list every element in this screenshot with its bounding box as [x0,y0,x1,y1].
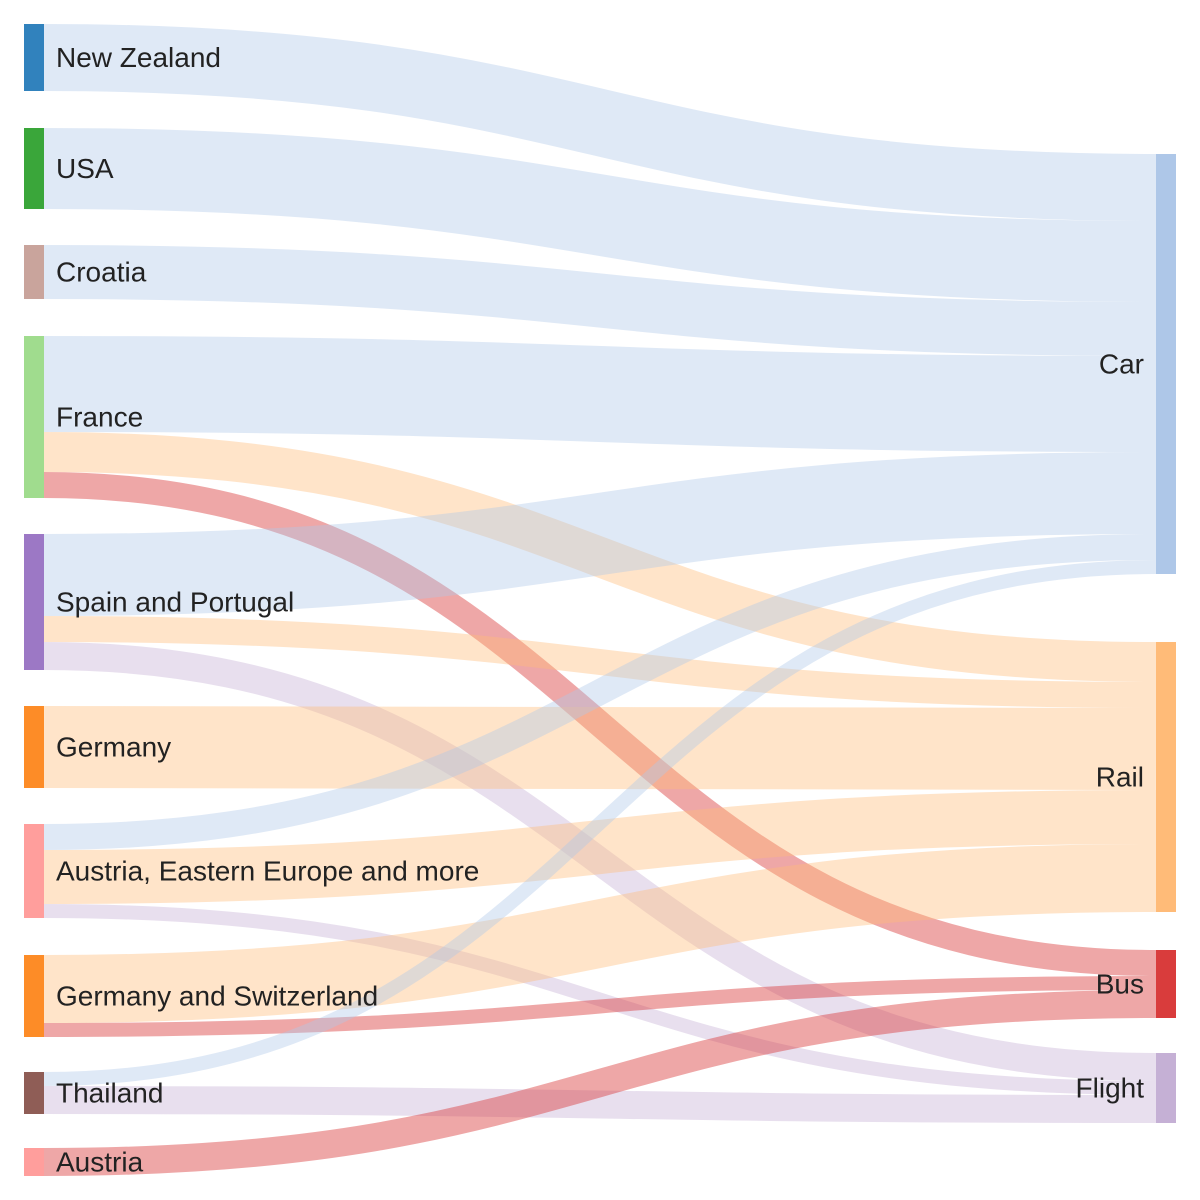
node-france [24,336,44,498]
node-austria_ee [24,824,44,918]
node-label-car: Car [1099,349,1144,380]
node-label-croatia: Croatia [56,257,147,288]
node-thailand [24,1072,44,1114]
link-germany_ch-to-bus [43,976,1157,1037]
node-label-nz: New Zealand [56,42,221,73]
link-france-to-car [43,336,1157,452]
link-austria_ee-to-rail [43,790,1157,904]
link-nz-to-car [43,24,1157,221]
node-label-usa: USA [56,153,114,184]
links-layer [43,24,1157,1176]
node-label-rail: Rail [1096,762,1144,793]
node-car [1156,154,1176,574]
link-austria-to-bus [43,990,1157,1176]
node-flight [1156,1053,1176,1123]
node-usa [24,128,44,209]
link-austria_ee-to-car [43,534,1157,850]
link-france-to-bus [43,472,1157,976]
node-germany [24,706,44,788]
node-label-austria: Austria [56,1147,144,1178]
node-label-bus: Bus [1096,969,1144,1000]
node-rail [1156,642,1176,912]
node-label-flight: Flight [1076,1073,1145,1104]
node-label-thailand: Thailand [56,1078,163,1109]
node-nz [24,24,44,91]
labels-layer: New Zealand USA Croatia France Spain and Por… [56,42,1144,1178]
link-thailand-to-car [43,560,1157,1086]
link-austria_ee-to-flight [43,904,1157,1095]
node-label-austria_ee: Austria, Eastern Europe and more [56,856,479,887]
node-austria [24,1148,44,1176]
node-bus [1156,950,1176,1018]
link-germany-to-rail [43,706,1157,790]
node-label-spain: Spain and Portugal [56,587,294,618]
node-spain [24,534,44,670]
link-germany_ch-to-rail [43,844,1157,1023]
link-spain-to-rail [43,616,1157,708]
link-spain-to-flight [43,642,1157,1081]
node-germany_ch [24,955,44,1037]
link-thailand-to-flight [43,1086,1157,1123]
link-usa-to-car [43,128,1157,302]
node-croatia [24,245,44,299]
node-label-germany_ch: Germany and Switzerland [56,981,378,1012]
node-label-france: France [56,402,143,433]
link-france-to-rail [43,432,1157,682]
nodes-layer [24,24,1176,1176]
link-spain-to-car [43,452,1157,616]
node-label-germany: Germany [56,732,171,763]
link-croatia-to-car [43,245,1157,356]
